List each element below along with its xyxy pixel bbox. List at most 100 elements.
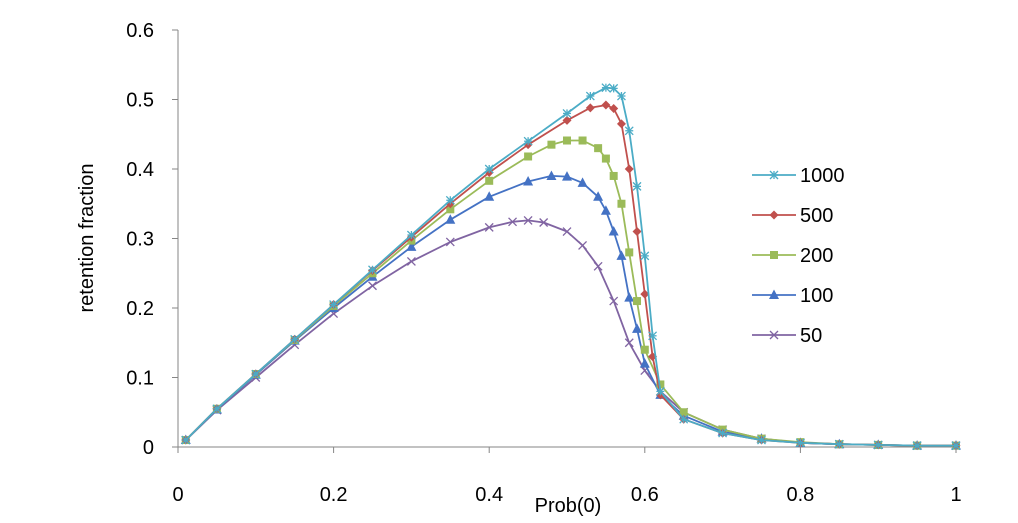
data-point-stroke [593,261,603,271]
data-point [624,338,634,348]
data-point-stroke [406,230,416,240]
legend-label: 50 [800,325,822,347]
data-point-stroke [951,441,961,451]
data-point-stroke [624,126,634,136]
data-point [795,438,805,448]
data-point [633,297,642,306]
data-point [640,289,650,299]
legend-label: 500 [800,205,833,227]
data-point-stroke [655,386,665,396]
data-point-stroke [609,296,619,306]
data-point [656,380,665,389]
data-point-stroke [329,300,339,309]
data-point [601,154,610,163]
data-point-stroke [624,338,634,348]
series-line [185,104,956,447]
y-tick-label: 0.3 [126,229,154,251]
data-point [632,181,642,191]
data-point-stroke [609,83,619,93]
data-point [624,126,634,136]
data-point [523,176,534,186]
data-point [446,205,455,214]
y-tick-label: 0.2 [126,298,154,320]
x-tick-label: 0.6 [631,484,659,506]
data-point [616,250,627,260]
data-point [329,300,339,309]
y-tick-label: 0.4 [126,159,154,181]
data-point-stroke [648,331,658,341]
data-point-stroke [640,251,650,261]
data-point [625,248,634,257]
data-point-stroke [290,334,300,344]
legend-item-200: 200 [752,245,833,267]
data-point [624,164,634,174]
x-tick-label: 0.2 [320,484,348,506]
series-1000 [181,83,961,451]
data-point [593,191,604,201]
data-point [608,226,619,236]
data-point [769,210,779,220]
x-tick-label: 0 [172,484,183,506]
data-point [546,170,557,180]
data-point [485,176,494,185]
data-point-stroke [601,83,611,93]
data-point [368,281,377,291]
x-tick-label: 1 [950,484,961,506]
legend-label: 1000 [800,165,845,187]
data-point-stroke [406,256,416,266]
data-point-stroke [181,435,191,445]
data-point-stroke [508,217,517,227]
data-point-stroke [834,439,844,449]
data-point [617,199,626,208]
series-500 [181,100,961,451]
data-point-stroke [445,195,455,205]
data-point [648,331,658,341]
data-point [251,369,261,379]
data-point [617,91,626,101]
data-point [445,237,455,247]
series-50 [181,215,961,451]
legend-item-50: 50 [752,325,822,347]
data-point [563,136,571,145]
data-point-stroke [562,108,572,118]
data-point [609,171,618,180]
data-point [406,256,416,266]
data-point [639,358,650,368]
data-point [601,83,611,93]
legend-item-500: 500 [752,205,833,227]
data-point-stroke [585,91,595,101]
y-tick-label: 0.6 [126,20,154,42]
data-point [655,386,665,396]
data-point [484,191,495,201]
data-point [585,103,595,113]
data-point-stroke [632,181,642,191]
y-tick-label: 0 [143,437,154,459]
data-point [181,435,191,445]
data-point [547,140,556,149]
data-point-stroke [769,330,779,340]
data-point-stroke [539,218,549,227]
data-point [632,227,642,237]
data-point [594,144,603,153]
data-point-stroke [912,441,922,451]
data-point-stroke [212,404,222,414]
data-point-stroke [445,237,455,247]
data-point [562,108,572,118]
data-point [640,251,650,261]
data-point [770,251,778,259]
data-point-stroke [562,227,572,237]
data-point [406,230,416,240]
x-tick-label: 0.8 [786,484,814,506]
x-axis-title: Prob(0) [535,495,602,517]
data-point [951,441,961,451]
data-point-stroke [873,440,883,450]
data-point [523,136,533,146]
series-100 [180,170,961,450]
data-point [445,214,456,224]
data-point-stroke [679,414,689,424]
data-point-stroke [578,240,588,250]
data-point [640,345,649,354]
axes: 0 0.1 0.2 0.3 0.4 0.5 0.6 0 0.2 0.4 0.6 0.8 1 [126,20,961,506]
